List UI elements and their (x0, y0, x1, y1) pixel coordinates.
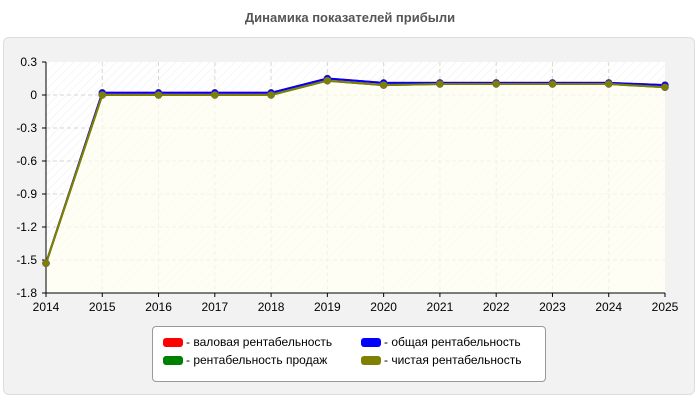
x-tick-label: 2019 (314, 300, 341, 314)
series-line-2 (45, 77, 666, 264)
legend-label: - рентабельность продаж (186, 353, 328, 367)
y-tick-label: 0.3 (20, 55, 37, 69)
data-point (379, 81, 388, 89)
x-tick-label: 2015 (89, 300, 116, 314)
x-tick-label: 2025 (652, 300, 679, 314)
data-point (42, 259, 50, 268)
y-tick-label: -1.2 (16, 220, 37, 234)
y-tick-label: -1.8 (16, 286, 37, 300)
y-tick-label: -0.6 (16, 154, 37, 168)
legend-swatch (361, 337, 381, 347)
legend-item-net: - чистая рентабельность (361, 353, 521, 367)
legend: - валовая рентабельность - общая рентабе… (152, 326, 546, 382)
data-point (436, 80, 444, 88)
data-point (604, 80, 613, 88)
data-point (211, 91, 219, 99)
y-tick-label: -1.5 (16, 253, 37, 267)
x-tick-label: 2017 (201, 300, 228, 314)
legend-item-total: - общая рентабельность (361, 335, 521, 349)
y-tick-label: 0 (30, 88, 37, 102)
data-point (492, 80, 500, 88)
data-point (323, 76, 332, 85)
x-tick-label: 2014 (33, 300, 60, 314)
legend-item-sales: - рентабельность продаж (163, 353, 327, 367)
legend-label: - валовая рентабельность (186, 335, 333, 349)
legend-swatch (163, 355, 183, 365)
x-tick-label: 2020 (370, 300, 397, 314)
x-tick-label: 2018 (258, 300, 285, 314)
y-tick-label: -0.3 (16, 121, 37, 135)
x-tick-label: 2021 (427, 300, 454, 314)
data-point (267, 91, 275, 99)
x-tick-label: 2024 (595, 300, 622, 314)
legend-swatch (163, 337, 183, 347)
data-point (98, 91, 107, 99)
legend-label: - чистая рентабельность (384, 353, 522, 367)
x-tick-label: 2016 (145, 300, 172, 314)
data-point (154, 91, 163, 99)
series-line-4 (45, 79, 666, 264)
series-area (46, 78, 665, 293)
x-tick-label: 2023 (539, 300, 566, 314)
data-point (548, 80, 557, 88)
legend-label: - общая рентабельность (384, 335, 521, 349)
y-tick-label: -0.9 (16, 187, 37, 201)
data-point (661, 83, 669, 92)
legend-item-gross: - валовая рентабельность (163, 335, 332, 349)
chart-title: Динамика показателей прибыли (244, 10, 456, 25)
x-tick-label: 2022 (483, 300, 510, 314)
legend-swatch (361, 355, 381, 365)
